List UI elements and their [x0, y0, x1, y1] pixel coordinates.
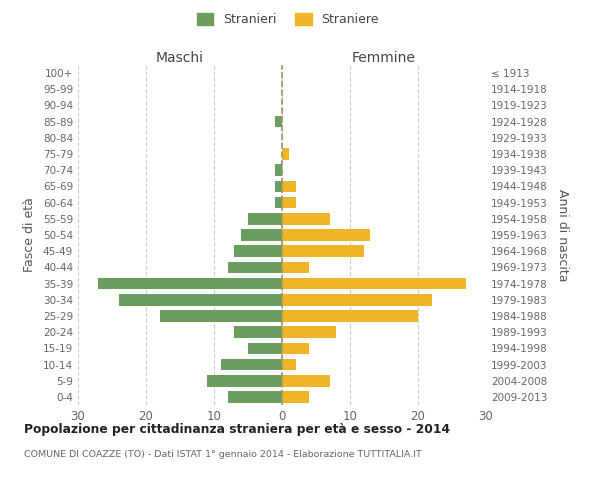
Bar [282, 310, 418, 322]
Bar [275, 180, 282, 192]
Bar [282, 246, 364, 257]
Text: Maschi: Maschi [156, 51, 204, 65]
Bar [282, 262, 309, 273]
Bar [282, 294, 431, 306]
Text: COMUNE DI COAZZE (TO) - Dati ISTAT 1° gennaio 2014 - Elaborazione TUTTITALIA.IT: COMUNE DI COAZZE (TO) - Dati ISTAT 1° ge… [24, 450, 422, 459]
Bar [248, 213, 282, 224]
Bar [282, 326, 337, 338]
Bar [275, 116, 282, 128]
Text: Femmine: Femmine [352, 51, 416, 65]
Bar [98, 278, 282, 289]
Bar [235, 326, 282, 338]
Bar [282, 213, 329, 224]
Bar [160, 310, 282, 322]
Bar [235, 246, 282, 257]
Bar [282, 180, 296, 192]
Bar [248, 342, 282, 354]
Bar [282, 148, 289, 160]
Bar [275, 164, 282, 176]
Bar [282, 197, 296, 208]
Bar [282, 391, 309, 402]
Bar [282, 229, 370, 241]
Bar [227, 262, 282, 273]
Bar [227, 391, 282, 402]
Y-axis label: Fasce di età: Fasce di età [23, 198, 36, 272]
Bar [241, 229, 282, 241]
Text: Popolazione per cittadinanza straniera per età e sesso - 2014: Popolazione per cittadinanza straniera p… [24, 422, 450, 436]
Legend: Stranieri, Straniere: Stranieri, Straniere [193, 8, 383, 29]
Bar [275, 197, 282, 208]
Bar [282, 342, 309, 354]
Bar [282, 375, 329, 386]
Bar [207, 375, 282, 386]
Bar [282, 358, 296, 370]
Bar [282, 278, 466, 289]
Y-axis label: Anni di nascita: Anni di nascita [556, 188, 569, 281]
Bar [221, 358, 282, 370]
Bar [119, 294, 282, 306]
